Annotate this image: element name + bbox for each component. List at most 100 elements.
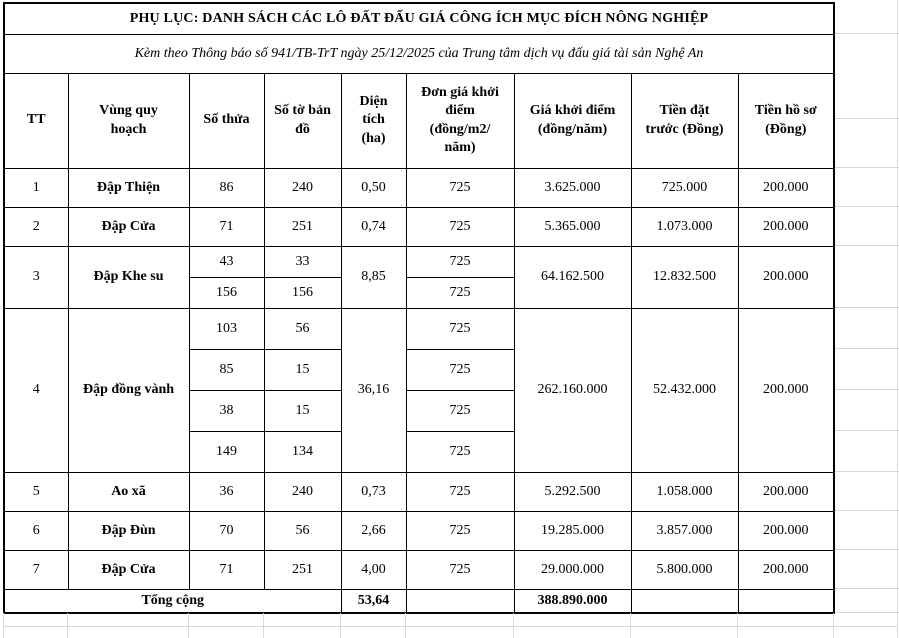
cell-don-gia[interactable]: 725 [405, 430, 515, 473]
cell-tien-dat-truoc[interactable]: 52.432.000 [630, 307, 739, 473]
cell-don-gia[interactable]: 725 [405, 276, 515, 309]
cell-zone[interactable]: Đập Cửa [67, 549, 190, 590]
cell-gia-khoi-diem[interactable]: 5.365.000 [513, 206, 632, 247]
cell-tien-ho-so[interactable]: 200.000 [737, 167, 835, 208]
page-title: PHỤ LỤC: DANH SÁCH CÁC LÔ ĐẤT ĐẤU GIÁ CÔ… [3, 2, 835, 35]
cell-gia-khoi-diem[interactable]: 3.625.000 [513, 167, 632, 208]
cell-so-thua[interactable]: 36 [188, 471, 265, 512]
cell-dien-tich[interactable]: 0,74 [340, 206, 407, 247]
cell-tien-dat-truoc[interactable]: 5.800.000 [630, 549, 739, 590]
table-row: 6 Đập Đùn 70 56 2,66 725 19.285.000 3.85… [3, 510, 835, 551]
cell-tien-ho-so[interactable]: 200.000 [737, 206, 835, 247]
cell-so-thua[interactable]: 71 [188, 206, 265, 247]
cell-zone[interactable]: Đập Thiện [67, 167, 190, 208]
cell-don-gia[interactable]: 725 [405, 307, 515, 350]
col-header-tien-ho-so[interactable]: Tiền hồ sơ (Đồng) [737, 72, 835, 169]
col-header-gia-khoi-diem[interactable]: Giá khởi điểm (đồng/năm) [513, 72, 632, 169]
total-gia-khoi-diem[interactable]: 388.890.000 [513, 588, 632, 614]
cell-don-gia[interactable]: 725 [405, 348, 515, 391]
cell-tien-ho-so[interactable]: 200.000 [737, 549, 835, 590]
cell-dien-tich[interactable]: 0,73 [340, 471, 407, 512]
cell-zone[interactable]: Ao xã [67, 471, 190, 512]
cell-so-thua[interactable]: 38 [188, 389, 265, 432]
cell-gia-khoi-diem[interactable]: 262.160.000 [513, 307, 632, 473]
cell-tt[interactable]: 3 [3, 245, 69, 309]
page-subtitle: Kèm theo Thông báo số 941/TB-TrT ngày 25… [3, 33, 835, 74]
total-tien-dat-truoc-empty[interactable] [630, 588, 739, 614]
cell-tt[interactable]: 6 [3, 510, 69, 551]
cell-so-to[interactable]: 251 [263, 206, 342, 247]
cell-don-gia[interactable]: 725 [405, 206, 515, 247]
cell-don-gia[interactable]: 725 [405, 510, 515, 551]
table-row: 7 Đập Cửa 71 251 4,00 725 29.000.000 5.8… [3, 549, 835, 590]
cell-so-thua[interactable]: 103 [188, 307, 265, 350]
cell-tt[interactable]: 5 [3, 471, 69, 512]
cell-gia-khoi-diem[interactable]: 29.000.000 [513, 549, 632, 590]
cell-dien-tich[interactable]: 36,16 [340, 307, 407, 473]
table-header-row: TT Vùng quy hoạch Số thửa Số tờ bản đồ D… [3, 72, 835, 169]
cell-don-gia[interactable]: 725 [405, 471, 515, 512]
cell-so-thua[interactable]: 149 [188, 430, 265, 473]
col-header-so-to[interactable]: Số tờ bản đồ [263, 72, 342, 169]
col-header-zone[interactable]: Vùng quy hoạch [67, 72, 190, 169]
auction-land-table: PHỤ LỤC: DANH SÁCH CÁC LÔ ĐẤT ĐẤU GIÁ CÔ… [3, 2, 836, 614]
col-header-don-gia[interactable]: Đơn giá khởi điểm (đồng/m2/ năm) [405, 72, 515, 169]
col-header-dien-tich[interactable]: Diện tích (ha) [340, 72, 407, 169]
col-header-tt[interactable]: TT [3, 72, 69, 169]
cell-tt[interactable]: 7 [3, 549, 69, 590]
cell-so-to[interactable]: 134 [263, 430, 342, 473]
table-subrow: 38 15 725 [4, 389, 834, 432]
cell-tien-dat-truoc[interactable]: 725.000 [630, 167, 739, 208]
col-header-tien-dat-truoc[interactable]: Tiền đặt trước (Đồng) [630, 72, 739, 169]
total-tien-ho-so-empty[interactable] [737, 588, 835, 614]
cell-so-thua[interactable]: 43 [188, 245, 265, 278]
cell-tien-dat-truoc[interactable]: 3.857.000 [630, 510, 739, 551]
cell-don-gia[interactable]: 725 [405, 389, 515, 432]
cell-so-thua[interactable]: 71 [188, 549, 265, 590]
table-subrow: 156 156 725 [4, 276, 834, 309]
cell-don-gia[interactable]: 725 [405, 549, 515, 590]
cell-don-gia[interactable]: 725 [405, 167, 515, 208]
cell-gia-khoi-diem[interactable]: 64.162.500 [513, 245, 632, 309]
cell-so-thua[interactable]: 86 [188, 167, 265, 208]
cell-tien-dat-truoc[interactable]: 1.073.000 [630, 206, 739, 247]
cell-so-to[interactable]: 15 [263, 348, 342, 391]
cell-so-to[interactable]: 156 [263, 276, 342, 309]
cell-tt[interactable]: 1 [3, 167, 69, 208]
total-dien-tich[interactable]: 53,64 [340, 588, 407, 614]
cell-zone[interactable]: Đập Cửa [67, 206, 190, 247]
table-row: 5 Ao xã 36 240 0,73 725 5.292.500 1.058.… [3, 471, 835, 512]
cell-so-to[interactable]: 56 [263, 510, 342, 551]
cell-tien-dat-truoc[interactable]: 12.832.500 [630, 245, 739, 309]
cell-so-to[interactable]: 240 [263, 471, 342, 512]
cell-tien-ho-so[interactable]: 200.000 [737, 245, 835, 309]
total-label[interactable]: Tổng cộng [3, 588, 342, 614]
cell-so-to[interactable]: 251 [263, 549, 342, 590]
cell-so-to[interactable]: 56 [263, 307, 342, 350]
cell-dien-tich[interactable]: 8,85 [340, 245, 407, 309]
cell-so-thua[interactable]: 156 [188, 276, 265, 309]
cell-so-thua[interactable]: 70 [188, 510, 265, 551]
cell-tien-dat-truoc[interactable]: 1.058.000 [630, 471, 739, 512]
cell-tien-ho-so[interactable]: 200.000 [737, 471, 835, 512]
cell-gia-khoi-diem[interactable]: 5.292.500 [513, 471, 632, 512]
cell-tt[interactable]: 4 [3, 307, 69, 473]
cell-zone[interactable]: Đập đồng vành [67, 307, 190, 473]
cell-zone[interactable]: Đập Đùn [67, 510, 190, 551]
cell-gia-khoi-diem[interactable]: 19.285.000 [513, 510, 632, 551]
cell-dien-tich[interactable]: 0,50 [340, 167, 407, 208]
total-don-gia-empty[interactable] [405, 588, 515, 614]
cell-zone[interactable]: Đập Khe su [67, 245, 190, 309]
table-subrow: 149 134 725 [4, 430, 834, 473]
cell-don-gia[interactable]: 725 [405, 245, 515, 278]
cell-tien-ho-so[interactable]: 200.000 [737, 510, 835, 551]
cell-so-to[interactable]: 33 [263, 245, 342, 278]
cell-so-thua[interactable]: 85 [188, 348, 265, 391]
cell-tien-ho-so[interactable]: 200.000 [737, 307, 835, 473]
col-header-so-thua[interactable]: Số thửa [188, 72, 265, 169]
cell-tt[interactable]: 2 [3, 206, 69, 247]
cell-so-to[interactable]: 240 [263, 167, 342, 208]
cell-so-to[interactable]: 15 [263, 389, 342, 432]
cell-dien-tich[interactable]: 4,00 [340, 549, 407, 590]
cell-dien-tich[interactable]: 2,66 [340, 510, 407, 551]
